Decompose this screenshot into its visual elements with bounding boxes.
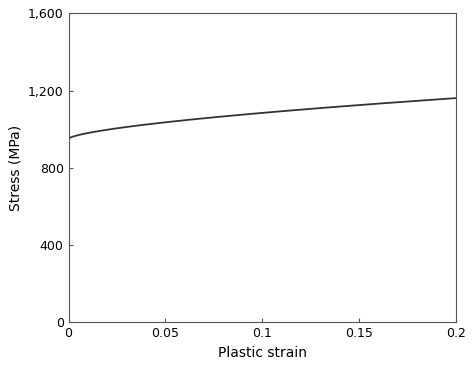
X-axis label: Plastic strain: Plastic strain [218,346,307,360]
Y-axis label: Stress (MPa): Stress (MPa) [9,125,22,211]
